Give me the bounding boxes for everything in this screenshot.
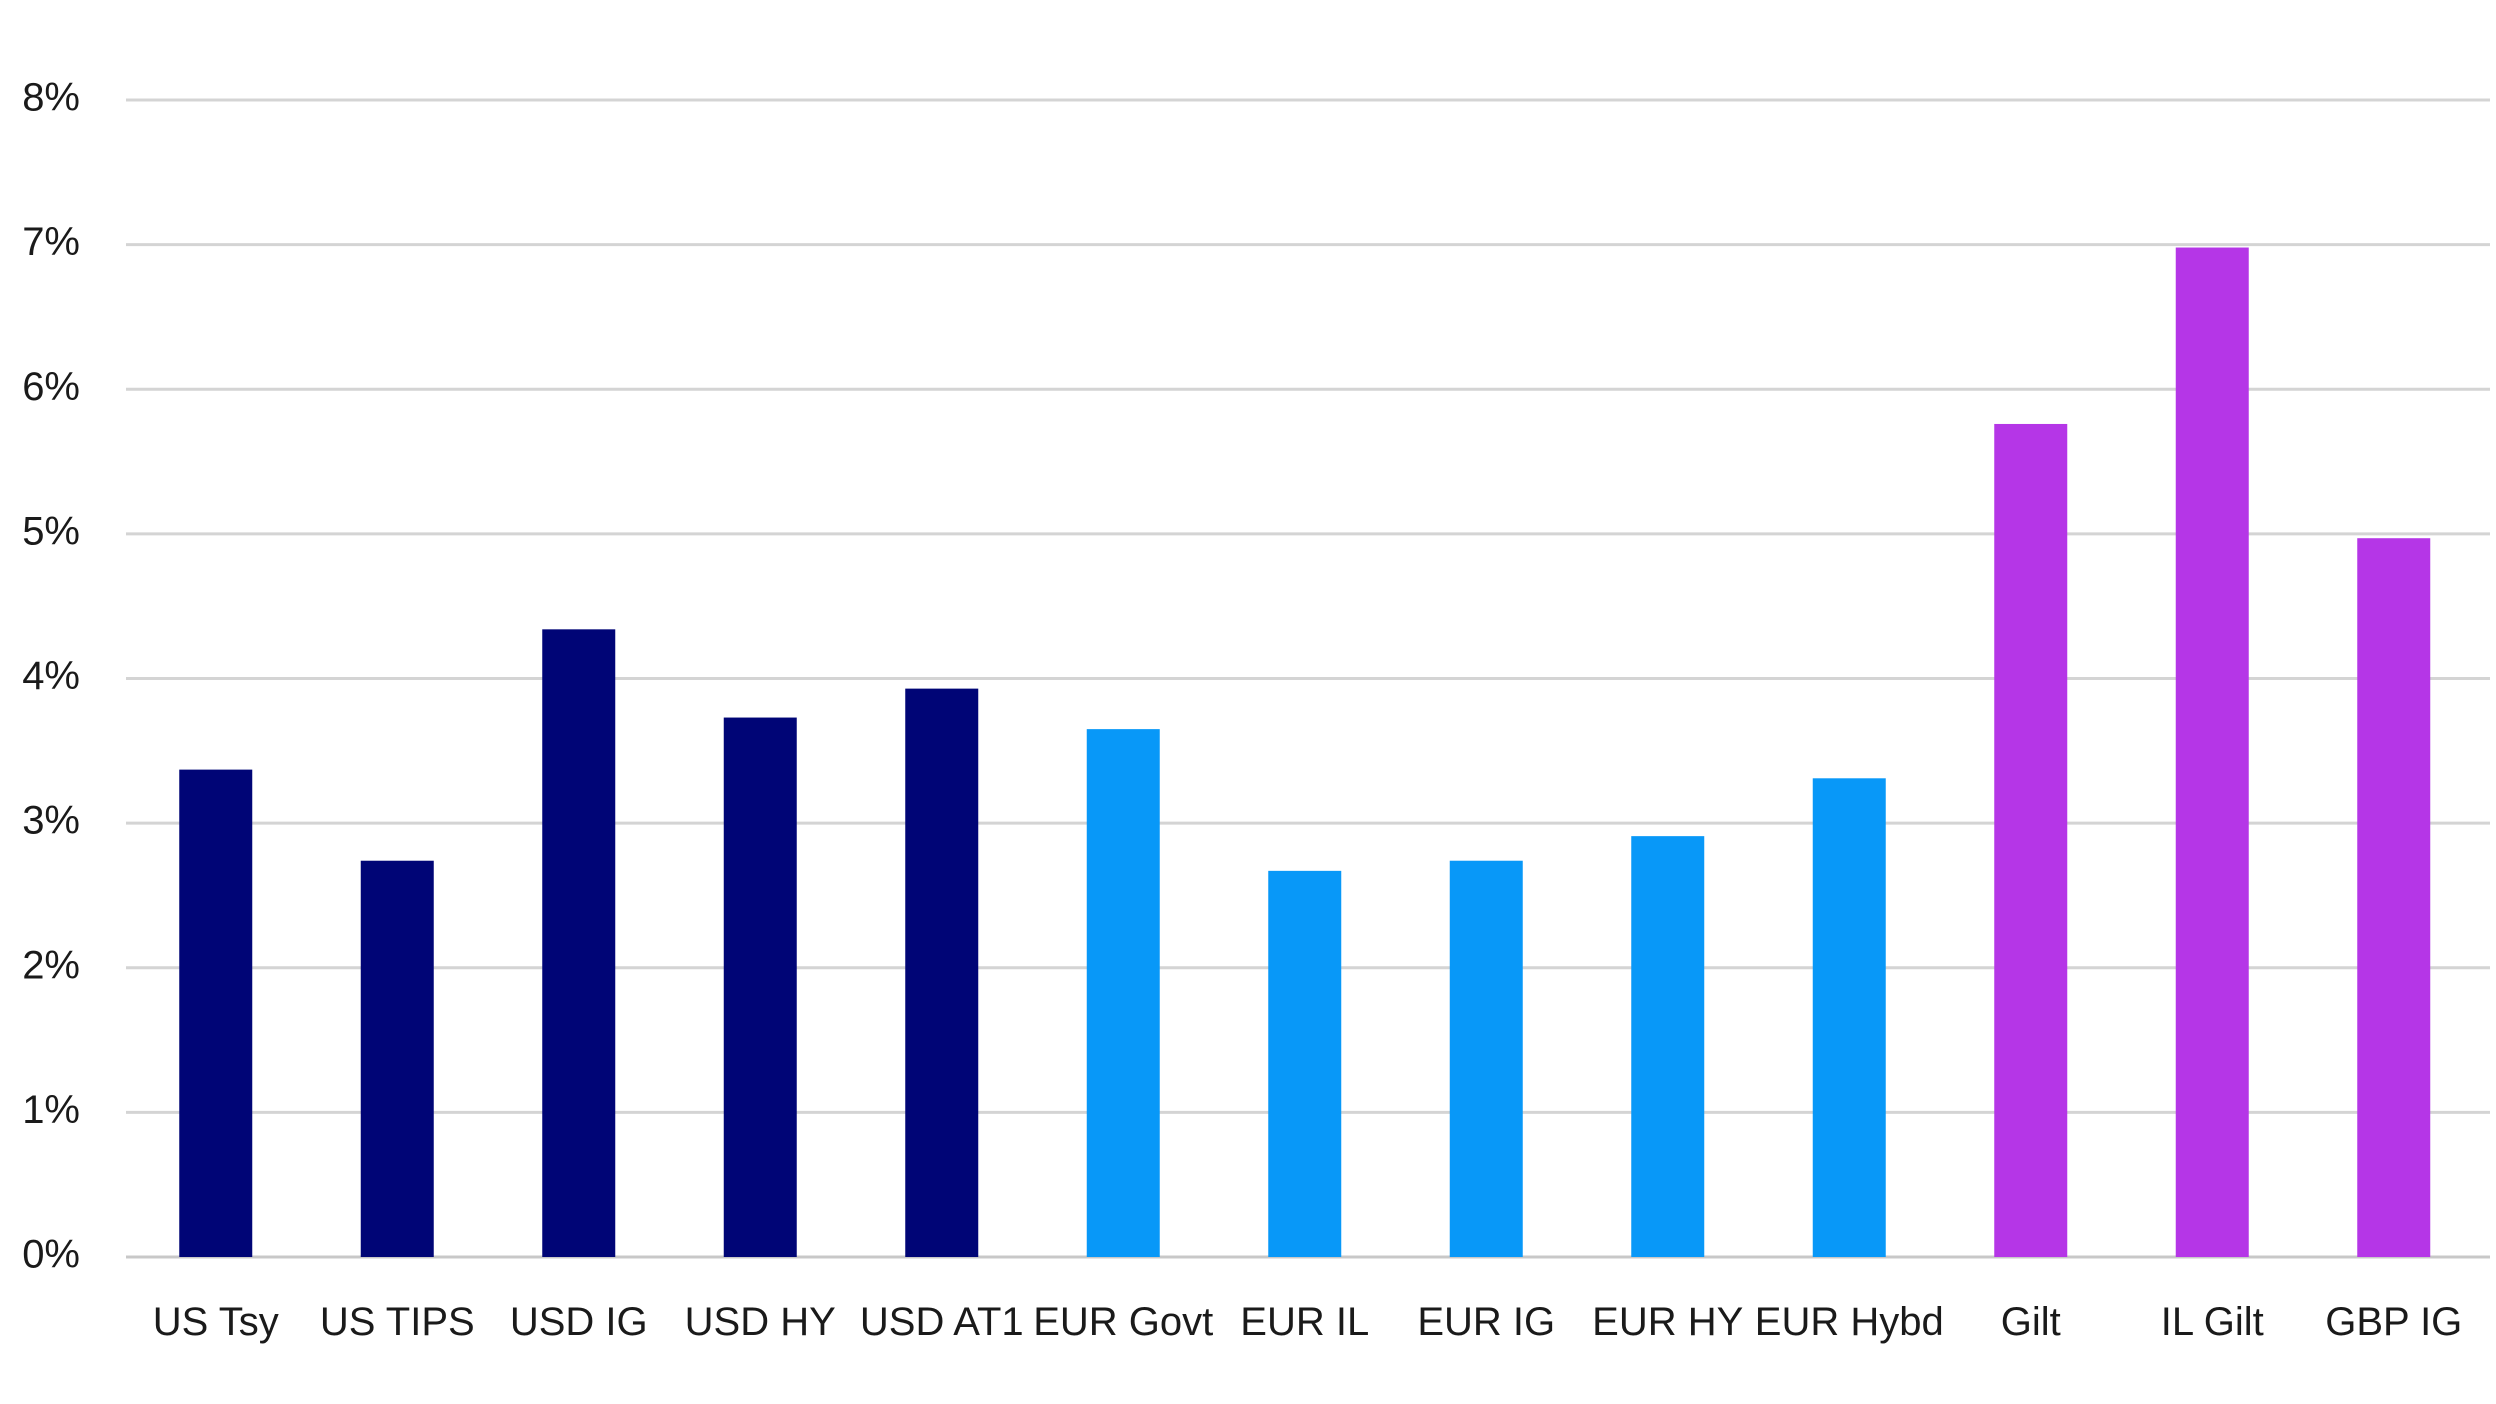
y-tick-label: 6%	[22, 365, 80, 409]
category-label: EUR IG	[1417, 1300, 1555, 1344]
category-label: IL Gilt	[2161, 1300, 2264, 1344]
bar-eur-govt	[1086, 729, 1160, 1257]
bar-il-gilt	[2175, 247, 2249, 1257]
gridlines	[126, 98, 2490, 1259]
category-label: EUR HY	[1592, 1300, 1743, 1344]
y-tick-label: 7%	[22, 220, 80, 264]
x-axis-category-labels: US Tsy US TIPS USD IG USD HY USD AT1 EUR Govt…	[153, 1300, 2463, 1344]
category-label: EUR Hybd	[1755, 1300, 1944, 1344]
bar-us-tips	[360, 860, 434, 1257]
bar-gilt	[1994, 423, 2068, 1258]
y-axis-tick-labels: 0% 1% 2% 3% 4% 5% 6% 7% 8%	[22, 76, 80, 1277]
category-label: EUR Govt	[1033, 1300, 1213, 1344]
bars	[179, 247, 2431, 1258]
bar-usd-hy	[723, 717, 797, 1257]
y-tick-label: 1%	[22, 1088, 80, 1132]
bar-usd-at1	[905, 688, 979, 1257]
bar-eur-hybd	[1812, 778, 1886, 1257]
y-tick-label: 0%	[22, 1233, 80, 1277]
category-label: US TIPS	[320, 1300, 475, 1344]
y-tick-label: 8%	[22, 76, 80, 120]
category-label: Gilt	[2001, 1300, 2061, 1344]
y-tick-label: 3%	[22, 799, 80, 843]
bar-eur-ig	[1449, 860, 1523, 1257]
category-label: GBP IG	[2325, 1300, 2462, 1344]
y-tick-label: 2%	[22, 943, 80, 987]
bar-us-tsy	[179, 769, 253, 1257]
category-label: US Tsy	[153, 1300, 279, 1344]
category-label: USD IG	[510, 1300, 648, 1344]
bar-eur-hy	[1631, 836, 1705, 1257]
category-label: USD AT1	[860, 1300, 1024, 1344]
bar-gbp-ig	[2357, 538, 2431, 1257]
category-label: USD HY	[685, 1300, 836, 1344]
category-label: EUR IL	[1240, 1300, 1369, 1344]
bar-usd-ig	[542, 629, 616, 1257]
y-tick-label: 4%	[22, 654, 80, 698]
bar-eur-il	[1268, 870, 1342, 1257]
y-tick-label: 5%	[22, 509, 80, 553]
